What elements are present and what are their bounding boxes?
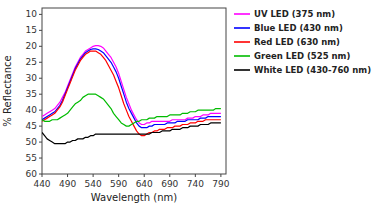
y-axis-label: % Reflectance [2,55,13,126]
legend: UV LED (375 nm) Blue LED (430 nm) Red LED … [234,9,371,75]
legend-label: UV LED (375 nm) [254,9,335,19]
plot-frame [42,8,226,174]
series-line [42,49,221,128]
x-tick-label: 690 [161,179,178,189]
y-tick-label: 30 [26,73,38,83]
y-tick-label: 45 [26,121,37,131]
legend-swatch [234,41,250,43]
legend-label: White LED (430-760 nm) [254,65,371,75]
legend-swatch [234,55,250,57]
y-tick-label: 40 [26,105,38,115]
y-tick-label: 50 [26,137,38,147]
y-tick-label: 55 [26,153,37,163]
x-tick-label: 740 [187,179,204,189]
series-line [42,51,221,136]
y-tick-label: 15 [26,25,37,35]
x-tick-label: 590 [110,179,127,189]
x-axis-label: Wavelength (nm) [91,192,177,203]
chart: 10 15 20 25 30 35 40 45 50 55 60440 490 540 590 640 690… [0,0,389,208]
y-tick-label: 10 [26,9,38,19]
legend-label: Blue LED (430 nm) [254,23,343,33]
y-tick-label: 25 [26,57,37,67]
x-axis: 440 490 540 590 640 690 740 790 [33,174,229,189]
background [0,0,389,208]
x-tick-label: 440 [33,179,50,189]
legend-swatch [234,27,250,29]
y-tick-label: 20 [26,41,38,51]
series-line [42,94,221,126]
x-tick-label: 790 [212,179,229,189]
x-tick-label: 490 [59,179,76,189]
legend-label: Red LED (630 nm) [254,37,340,47]
x-tick-label: 640 [136,179,153,189]
legend-label: Green LED (525 nm) [254,51,350,61]
legend-swatch [234,69,250,71]
y-tick-label: 35 [26,89,37,99]
lines [42,46,221,144]
legend-swatch [234,13,250,15]
y-axis: 10 15 20 25 30 35 40 45 50 55 60 [26,9,42,179]
series-line [42,123,221,144]
y-tick-label: 60 [26,169,38,179]
x-tick-label: 540 [85,179,102,189]
